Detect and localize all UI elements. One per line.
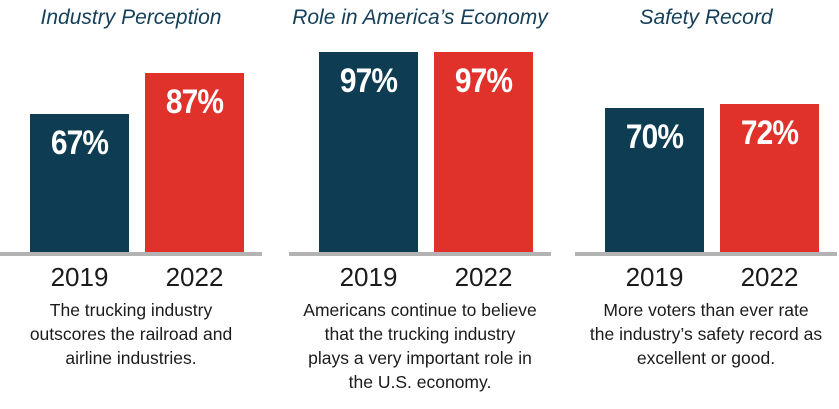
plot-area: 97% 97%: [289, 40, 551, 256]
caption-line: More voters than ever rate: [603, 300, 809, 320]
bar-value-label: 72%: [740, 114, 799, 152]
chart-panel: Role in America’s Economy 97% 97% 2019 2022 A…: [289, 0, 551, 409]
plot-area: 67% 87%: [0, 40, 262, 256]
chart-panel: Industry Perception 67% 87% 2019 2022 The tru…: [0, 0, 262, 409]
caption-line: excellent or good.: [636, 348, 776, 368]
caption-line: outscores the railroad and: [29, 324, 233, 344]
bar-value-label: 67%: [50, 124, 109, 162]
caption-line: Americans continue to believe: [303, 300, 537, 320]
x-tick-label: 2019: [339, 262, 398, 292]
chart-caption: The trucking industry outscores the railr…: [0, 298, 262, 370]
bar-2022: 97%: [434, 52, 533, 252]
caption-line: the U.S. economy.: [348, 372, 492, 392]
bar-value-label: 97%: [339, 62, 398, 100]
x-tick-label: 2022: [740, 262, 799, 292]
caption-line: The trucking industry: [49, 300, 213, 320]
x-tick-label: 2019: [50, 262, 109, 292]
caption-line: airline industries.: [65, 348, 197, 368]
chart-panel: Safety Record 70% 72% 2019 2022 More voters t…: [575, 0, 837, 409]
plot-area: 70% 72%: [575, 40, 837, 256]
x-tick-label: 2022: [454, 262, 513, 292]
caption-line: that the trucking industry: [324, 324, 516, 344]
bar-2022: 87%: [145, 73, 244, 252]
caption-line: the industry’s safety record as: [589, 324, 823, 344]
x-axis-baseline: [575, 252, 837, 256]
x-axis-baseline: [289, 252, 551, 256]
x-axis-baseline: [0, 252, 262, 256]
bar-value-label: 87%: [165, 83, 224, 121]
bar-2019: 70%: [605, 108, 704, 252]
x-tick-label: 2019: [625, 262, 684, 292]
bar-value-label: 70%: [625, 118, 684, 156]
x-tick-label: 2022: [165, 262, 224, 292]
bar-value-label: 97%: [454, 62, 513, 100]
bar-2019: 97%: [319, 52, 418, 252]
chart-title: Safety Record: [639, 6, 773, 29]
caption-line: plays a very important role in: [308, 348, 532, 368]
chart-title: Industry Perception: [40, 6, 222, 29]
chart-title: Role in America’s Economy: [292, 6, 548, 29]
bar-2019: 67%: [30, 114, 129, 252]
bar-2022: 72%: [720, 104, 819, 252]
chart-caption: More voters than ever rate the industry’s…: [575, 298, 837, 370]
chart-caption: Americans continue to believe that the tr…: [289, 298, 551, 394]
